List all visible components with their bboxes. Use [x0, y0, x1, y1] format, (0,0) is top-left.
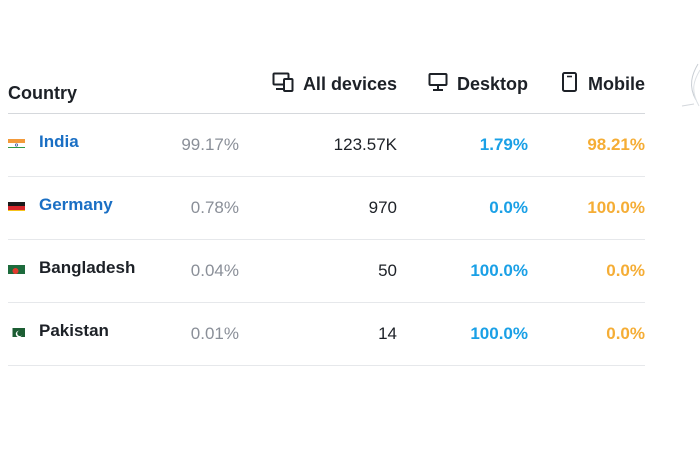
flag-pakistan-icon [8, 325, 25, 337]
monitor-icon [428, 72, 457, 97]
all-devices-value: 970 [368, 198, 397, 217]
table-row: Pakistan 0.01% 14 100.0% 0.0% [8, 303, 645, 366]
desktop-header-label: Desktop [456, 74, 528, 94]
all-devices-value: 14 [378, 324, 397, 343]
table-row: Germany 0.78% 970 0.0% 100.0% [8, 177, 645, 240]
flag-india-icon [8, 136, 25, 148]
traffic-share: 99.17% [181, 135, 239, 154]
desktop-share: 100.0% [470, 324, 528, 343]
country-name: Pakistan [39, 321, 109, 340]
flag-bangladesh-icon [8, 262, 25, 274]
mobile-share: 100.0% [587, 198, 645, 217]
table-row: India 99.17% 123.57K 1.79% 98.21% [8, 114, 645, 177]
country-name: India [39, 132, 79, 151]
table-header: Country All devices [8, 66, 645, 114]
traffic-share: 0.01% [190, 324, 239, 343]
all-devices-value: 123.57K [333, 135, 397, 154]
country-name: Germany [39, 195, 113, 214]
country-header-label: Country [8, 83, 77, 103]
desktop-share: 1.79% [479, 135, 528, 154]
all-devices-value: 50 [378, 261, 397, 280]
country-bangladesh: Bangladesh [8, 237, 135, 299]
flag-germany-icon [8, 199, 25, 211]
traffic-share: 0.04% [190, 261, 239, 280]
devices-icon [272, 72, 303, 97]
country-name: Bangladesh [39, 258, 136, 277]
all-devices-column-header[interactable]: All devices [272, 61, 397, 108]
decorative-sketch-lines [681, 63, 700, 107]
country-device-table: Country All devices [8, 66, 645, 366]
desktop-share: 100.0% [470, 261, 528, 280]
traffic-share: 0.78% [190, 198, 239, 217]
table-row: Bangladesh 0.04% 50 100.0% 0.0% [8, 240, 645, 303]
mobile-share: 0.0% [606, 324, 645, 343]
desktop-column-header[interactable]: Desktop [428, 61, 528, 108]
country-link-india[interactable]: India [8, 111, 79, 173]
phone-icon [561, 72, 588, 97]
mobile-share: 98.21% [587, 135, 645, 154]
country-pakistan: Pakistan [8, 300, 109, 362]
desktop-share: 0.0% [489, 198, 528, 217]
country-link-germany[interactable]: Germany [8, 174, 113, 236]
mobile-header-label: Mobile [588, 74, 645, 94]
all-devices-header-label: All devices [302, 74, 397, 94]
country-column-header[interactable]: Country [8, 70, 77, 117]
mobile-column-header[interactable]: Mobile [561, 61, 645, 108]
mobile-share: 0.0% [606, 261, 645, 280]
